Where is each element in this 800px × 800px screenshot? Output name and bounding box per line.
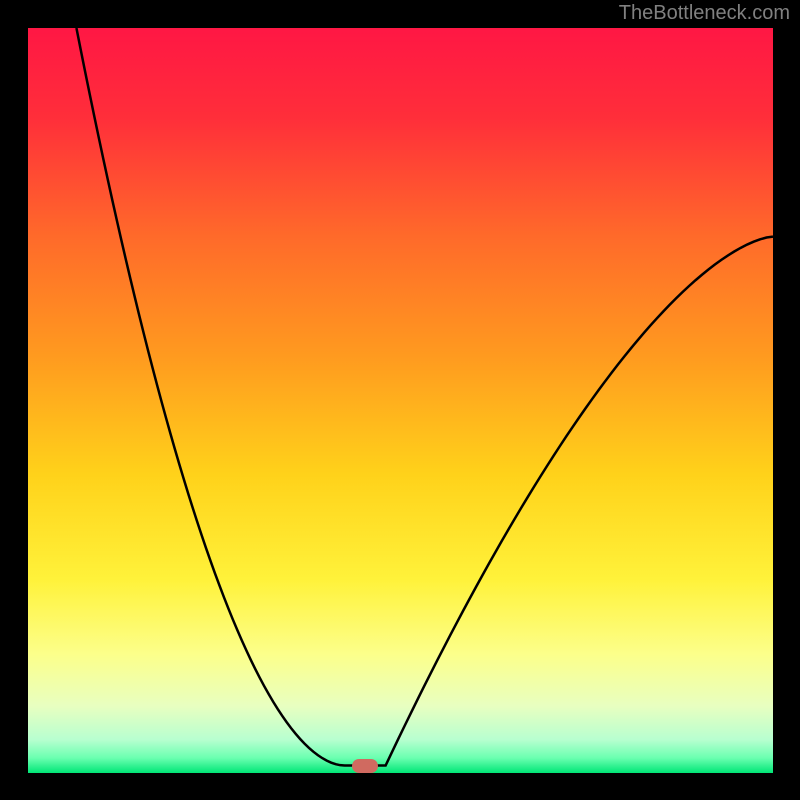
plot-area (28, 28, 773, 773)
watermark-label: TheBottleneck.com (619, 2, 790, 25)
chart-container: TheBottleneck.com (0, 0, 800, 800)
minimum-marker (352, 759, 378, 773)
v-curve (28, 28, 773, 773)
